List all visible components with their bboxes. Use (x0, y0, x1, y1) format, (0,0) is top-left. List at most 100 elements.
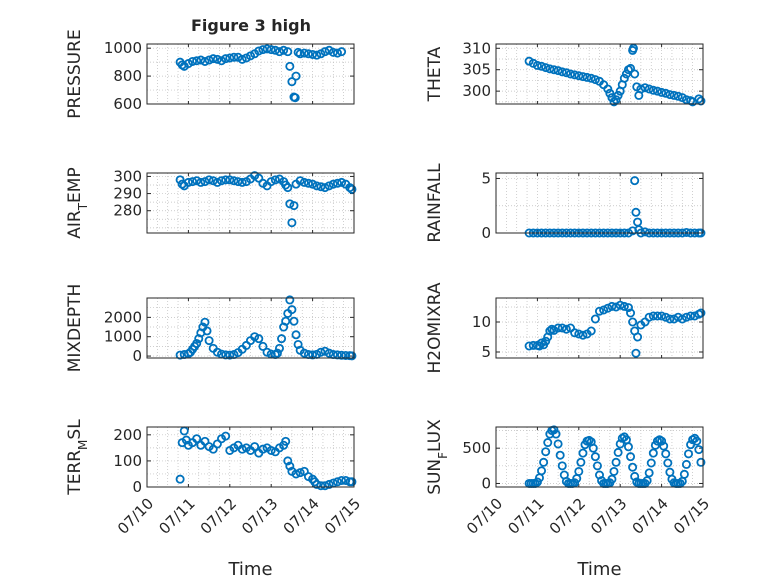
data-point (566, 69, 576, 79)
data-point (308, 49, 318, 59)
data-point (324, 181, 334, 191)
data-point (553, 323, 563, 333)
data-point (212, 54, 222, 64)
data-point (270, 175, 280, 185)
data-point (570, 70, 580, 80)
y-axis-label: RAINFALL (425, 163, 445, 243)
data-point (175, 350, 185, 360)
data-point (681, 312, 691, 322)
data-point (613, 90, 623, 100)
data-point (192, 176, 202, 186)
data-point (648, 448, 658, 458)
y-tick-label: 10 (472, 313, 491, 331)
data-point (270, 45, 280, 55)
data-point (576, 457, 586, 467)
y-tick-label: 600 (113, 95, 142, 113)
data-point (332, 178, 342, 188)
data-point (316, 347, 326, 357)
data-point (679, 469, 689, 479)
data-point (628, 317, 638, 327)
data-point (549, 65, 559, 75)
data-point (537, 466, 547, 476)
data-point (628, 462, 638, 472)
data-point (636, 84, 646, 94)
data-point (287, 77, 297, 87)
data-point (669, 314, 679, 324)
axes-frame (495, 426, 704, 488)
y-tick-label: 1000 (104, 39, 142, 57)
axes-frame (495, 297, 704, 359)
data-point (532, 60, 542, 70)
data-point (652, 311, 662, 321)
y-tick-label: 280 (113, 202, 142, 220)
data-point (677, 314, 687, 324)
y-tick-label: 0 (481, 224, 491, 242)
data-point (586, 73, 596, 83)
data-point (661, 449, 671, 459)
data-point (553, 439, 563, 449)
y-tick-label: 5 (481, 343, 491, 361)
data-point (299, 177, 309, 187)
data-point (347, 351, 357, 361)
data-point (621, 69, 631, 79)
data-point (681, 227, 691, 237)
data-point (665, 314, 675, 324)
data-point (551, 429, 561, 439)
data-point (570, 328, 580, 338)
data-point (312, 479, 322, 489)
data-point (308, 350, 318, 360)
data-point (613, 447, 623, 457)
data-point (539, 457, 549, 467)
data-point (183, 177, 193, 187)
data-point (229, 52, 239, 62)
data-point (592, 461, 602, 471)
data-point (528, 340, 538, 350)
data-point (630, 176, 640, 186)
data-point (225, 53, 235, 63)
data-point (254, 334, 264, 344)
data-point (633, 332, 643, 342)
data-point (212, 177, 222, 187)
data-point (316, 182, 326, 192)
data-point (341, 350, 351, 360)
data-point (291, 71, 301, 81)
data-point (652, 86, 662, 96)
data-point (586, 326, 596, 336)
data-point (574, 329, 584, 339)
data-point (295, 49, 305, 59)
data-point (648, 85, 658, 95)
data-point (588, 443, 598, 453)
data-point (661, 312, 671, 322)
data-point (545, 326, 555, 336)
data-point (590, 314, 600, 324)
axes-frame (146, 43, 355, 105)
data-point (221, 175, 231, 185)
data-point (225, 175, 235, 185)
y-axis-label: AIRTEMP (65, 167, 90, 238)
data-point (320, 183, 330, 193)
data-point (237, 444, 247, 454)
y-axis-label: SUNFLUX (425, 419, 450, 495)
data-point (541, 447, 551, 457)
data-point (650, 440, 660, 450)
data-point (692, 436, 702, 446)
data-point (696, 457, 706, 467)
data-point (283, 456, 293, 466)
data-point (289, 316, 299, 326)
data-point (694, 94, 704, 104)
data-point (320, 481, 330, 491)
panel-h2omixra: 5 10 H2OMIXRA (425, 282, 706, 374)
data-point (648, 311, 658, 321)
data-point (287, 305, 297, 315)
data-point (274, 343, 284, 353)
data-point (599, 305, 609, 315)
panel-pressure: 600 800 1000 PRESSURE (65, 29, 355, 119)
y-tick-label: 0 (481, 474, 491, 492)
data-point (337, 177, 347, 187)
data-point (681, 459, 691, 469)
data-point (221, 431, 231, 441)
data-point (631, 348, 641, 358)
data-point (578, 72, 588, 82)
data-point (208, 54, 218, 64)
